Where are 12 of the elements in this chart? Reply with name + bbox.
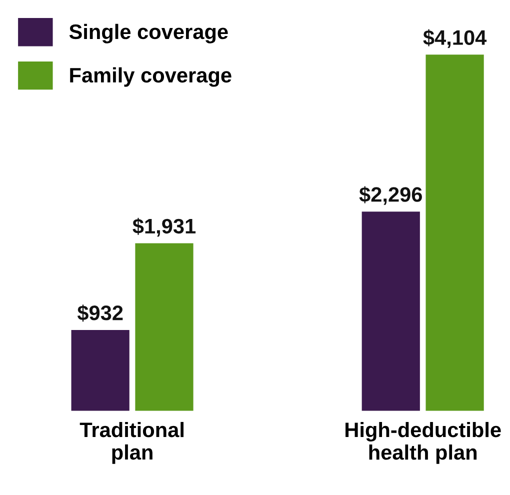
- data-label: $4,104: [423, 29, 487, 48]
- bar: [71, 330, 130, 411]
- bar: [426, 54, 484, 411]
- legend-label: Family coverage: [70, 67, 232, 87]
- bar: [362, 212, 420, 411]
- data-label: $2,296: [359, 186, 422, 205]
- x-tick-label: High-deductible health plan: [346, 422, 501, 464]
- legend-label: Single coverage: [69, 24, 228, 44]
- x-tick-label: Traditional plan: [80, 422, 184, 464]
- data-label: $1,931: [132, 218, 196, 237]
- data-label: $932: [77, 304, 123, 322]
- bar: [135, 243, 194, 411]
